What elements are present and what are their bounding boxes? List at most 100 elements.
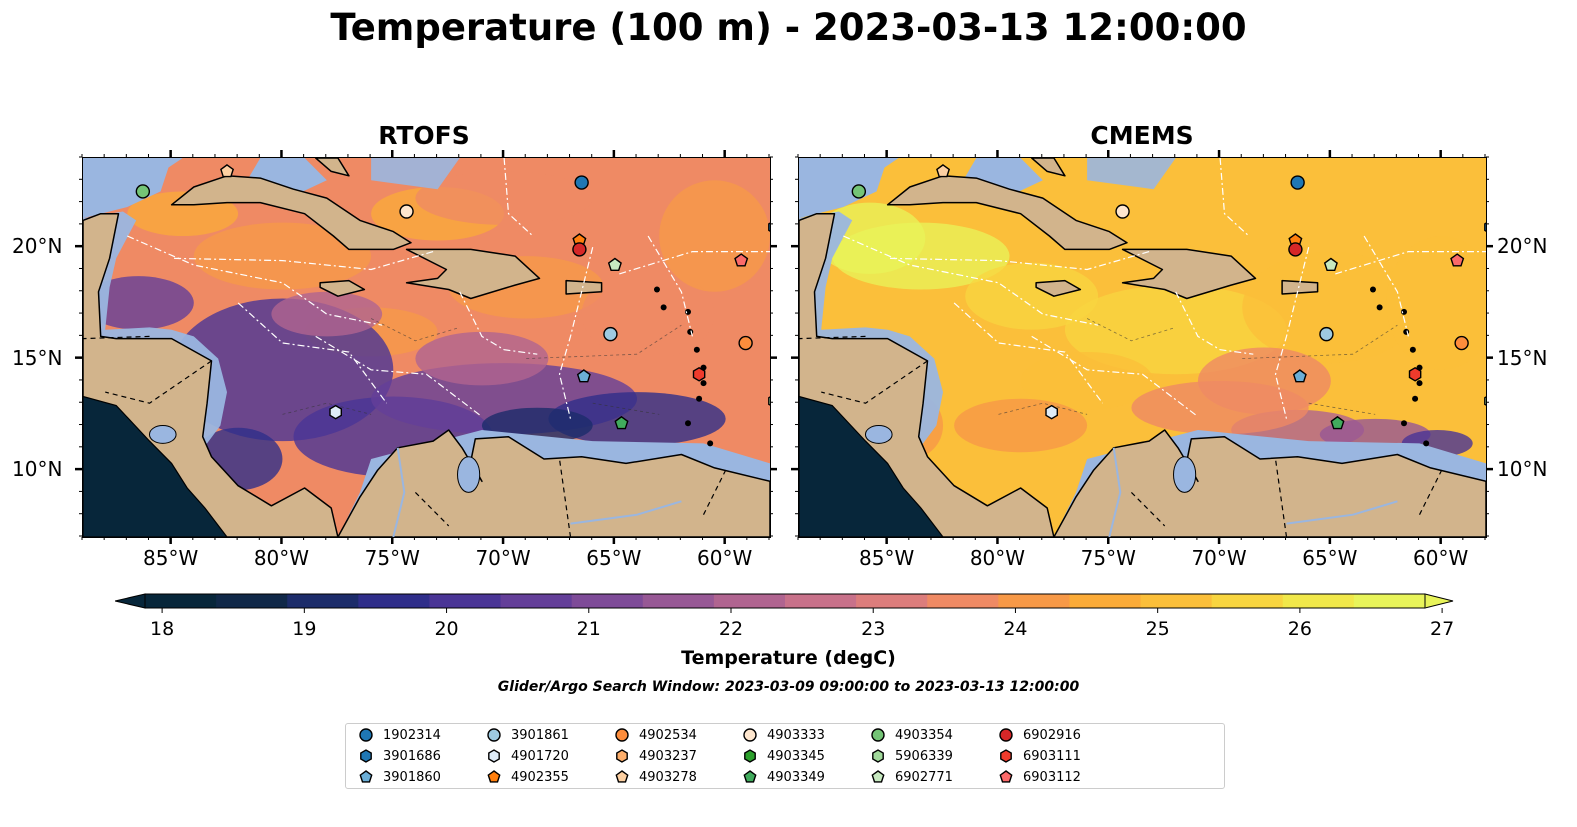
circle-marker-icon [487, 728, 501, 742]
legend-label: 6902771 [895, 769, 953, 785]
pentagon-marker-icon [871, 770, 885, 783]
lon-tick-label: 85°W [859, 546, 915, 570]
float-marker-4903333 [399, 204, 414, 219]
colorbar-segment [1211, 594, 1284, 608]
colorbar-tick-label: 18 [150, 618, 175, 640]
temperature-colorbar [115, 593, 1454, 613]
legend-label: 4903345 [767, 748, 825, 764]
legend-label: 4903333 [767, 727, 825, 743]
lon-tick-label: 60°W [697, 546, 753, 570]
circle-marker-icon [615, 728, 629, 742]
float-marker-4903278 [936, 164, 951, 178]
lat-tick-label-left: 10°N [12, 457, 63, 482]
hexagon-marker-icon [616, 749, 628, 763]
float-marker-6902771 [607, 257, 622, 272]
float-marker-6902916 [572, 242, 587, 257]
search-window-caption: Glider/Argo Search Window: 2023-03-09 09… [497, 679, 1080, 695]
float-marker-3901861 [603, 326, 618, 342]
colorbar-segment [429, 594, 502, 608]
legend-label: 4903237 [639, 748, 697, 764]
legend-entry: 4903345 [742, 747, 825, 765]
legend-entry: 5906339 [870, 747, 953, 765]
pentagon-marker-icon [743, 770, 757, 783]
legend-label: 3901861 [511, 727, 569, 743]
figure-title: Temperature (100 m) - 2023-03-13 12:00:0… [330, 6, 1247, 49]
hexagon-marker-icon [360, 749, 372, 763]
colorbar-segment [571, 594, 644, 608]
float-marker-1902314 [574, 175, 589, 190]
hexagon-marker-icon [1000, 749, 1012, 763]
lat-tick-label-right: 10°N [1497, 457, 1548, 482]
legend-entry: 4902534 [614, 726, 697, 744]
float-marker-4903349 [614, 415, 629, 430]
lon-tick-label: 85°W [143, 546, 199, 570]
colorbar-tick-label: 19 [292, 618, 317, 640]
legend-entry: 6902916 [998, 726, 1081, 744]
colorbar-segment [785, 594, 857, 608]
hexagon-marker-icon [872, 749, 884, 763]
legend-label: 6903111 [1023, 748, 1081, 764]
colorbar-tick-label: 21 [576, 618, 601, 640]
float-marker-4903354 [135, 184, 151, 199]
hexagon-marker-icon [488, 749, 500, 763]
legend-entry: 4903333 [742, 726, 825, 744]
lon-tick-label: 60°W [1413, 546, 1469, 570]
lon-tick-label: 70°W [475, 546, 531, 570]
colorbar-tick-label: 20 [434, 618, 459, 640]
colorbar-tick-label: 24 [1003, 618, 1028, 640]
float-marker-6902771 [1323, 257, 1338, 272]
legend-label: 4903349 [767, 769, 825, 785]
legend-label: 1902314 [383, 727, 441, 743]
legend-label: 3901860 [383, 769, 441, 785]
legend-entry: 6903112 [998, 768, 1081, 786]
colorbar-segment [642, 594, 715, 608]
float-marker-4903349 [1330, 415, 1345, 430]
colorbar-segment [1140, 594, 1213, 608]
colorbar-segment [1069, 594, 1142, 608]
panel-title-rtofs: RTOFS [378, 121, 470, 150]
float-marker-3901860 [1292, 369, 1307, 383]
circle-marker-icon [359, 728, 373, 742]
legend-entry: 6903111 [998, 747, 1081, 765]
legend-entry: 4903237 [614, 747, 697, 765]
colorbar-label: Temperature (degC) [681, 647, 896, 669]
float-marker-4902534 [1454, 335, 1469, 351]
float-marker-5906339 [768, 396, 770, 406]
legend-entry: 6902771 [870, 768, 953, 786]
legend-label: 4902355 [511, 769, 569, 785]
colorbar-segment [713, 594, 786, 608]
float-marker-4902534 [738, 335, 753, 351]
float-marker-6902916 [1288, 242, 1303, 257]
lon-tick-label: 75°W [364, 546, 420, 570]
lon-tick-label: 80°W [253, 546, 310, 570]
lon-tick-label: 70°W [1191, 546, 1247, 570]
float-marker-4903333 [1115, 204, 1130, 219]
colorbar-segment [856, 594, 928, 608]
legend-entry: 4903278 [614, 768, 697, 786]
rtofs-temperature-map [83, 158, 770, 537]
lon-tick-label: 65°W [1302, 546, 1358, 570]
legend-entry: 4901720 [486, 747, 569, 765]
float-marker-4901720 [329, 404, 342, 420]
legend-label: 4902534 [639, 727, 697, 743]
float-marker-6903111 [1408, 366, 1422, 382]
float-marker-1902314 [1290, 175, 1305, 190]
float-marker-4903278 [220, 164, 235, 178]
colorbar-segment [216, 594, 288, 608]
float-marker-5906339 [1484, 396, 1486, 406]
float-marker-6903112 [1450, 253, 1465, 267]
legend-entry: 1902314 [358, 726, 441, 744]
lon-tick-label: 65°W [586, 546, 642, 570]
colorbar-tick-label: 23 [861, 618, 886, 640]
legend-label: 4901720 [511, 748, 569, 764]
colorbar-tick-label: 22 [718, 618, 744, 640]
colorbar-segment [1353, 594, 1426, 608]
legend-label: 4903278 [639, 769, 697, 785]
lat-tick-label-left: 15°N [12, 345, 63, 370]
lat-tick-label-right: 15°N [1497, 345, 1548, 370]
legend-label: 6903112 [1023, 769, 1081, 785]
pentagon-marker-icon [487, 770, 501, 783]
legend-label: 3901686 [383, 748, 441, 764]
colorbar-segment [145, 594, 217, 608]
map-panel-rtofs [82, 157, 771, 538]
